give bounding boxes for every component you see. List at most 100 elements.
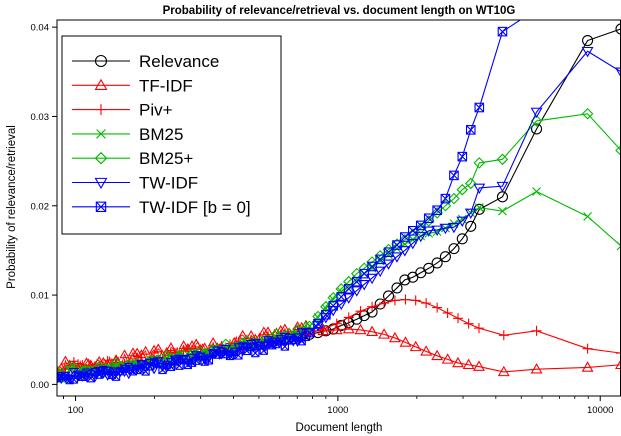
data-point <box>615 67 621 78</box>
data-point <box>382 259 395 270</box>
legend-marker <box>94 151 108 165</box>
legend-label: BM25+ <box>139 149 193 168</box>
data-point <box>452 313 463 324</box>
data-point <box>399 274 411 286</box>
data-point <box>465 220 477 232</box>
cloud-marker <box>207 349 219 359</box>
data-point <box>530 107 543 119</box>
data-point <box>473 157 486 169</box>
legend-label: Relevance <box>139 52 219 71</box>
data-point <box>615 23 621 35</box>
data-point <box>379 298 390 309</box>
cloud-marker <box>259 346 268 355</box>
data-point <box>399 233 411 246</box>
data-point <box>581 107 594 120</box>
data-point <box>351 313 363 325</box>
data-point <box>452 356 464 368</box>
legend-item: Piv+ <box>72 101 173 120</box>
data-point <box>351 276 362 287</box>
data-point <box>439 223 452 235</box>
data-point <box>531 325 542 336</box>
x-tick-label: 10000 <box>587 405 613 416</box>
legend-marker <box>94 78 108 90</box>
data-point <box>330 323 343 335</box>
data-point <box>581 46 594 58</box>
data-point <box>463 318 474 329</box>
data-point <box>335 299 348 311</box>
cloud-marker <box>191 338 202 348</box>
y-tick-label: 0.03 <box>31 112 50 123</box>
data-point <box>350 286 363 297</box>
y-tick-label: 0.02 <box>31 201 50 212</box>
data-point <box>448 222 460 234</box>
data-point <box>422 226 435 237</box>
data-point <box>406 238 419 250</box>
series-line <box>309 190 621 327</box>
data-point <box>414 231 427 243</box>
data-point <box>473 183 486 195</box>
legend-box <box>61 35 282 235</box>
data-point <box>615 144 621 157</box>
cloud-marker <box>263 339 273 348</box>
data-point <box>456 183 469 196</box>
data-point <box>342 293 355 304</box>
cloud-marker <box>183 360 192 370</box>
cloud-marker <box>276 337 285 346</box>
legend-item: TW-IDF <box>72 174 198 193</box>
cloud-marker <box>187 358 197 367</box>
data-point <box>342 322 355 334</box>
series-5 <box>303 46 621 339</box>
data-point <box>354 323 367 335</box>
data-point <box>422 215 435 227</box>
data-point <box>449 170 459 181</box>
legend-marker <box>96 129 106 139</box>
data-point <box>415 220 426 231</box>
cloud-marker <box>251 348 260 358</box>
data-point <box>374 298 386 310</box>
cloud-marker <box>132 352 142 361</box>
data-point <box>431 349 444 361</box>
data-point <box>532 5 541 14</box>
data-point <box>615 358 621 370</box>
data-point <box>318 324 329 335</box>
cloud-marker <box>272 339 281 349</box>
legend-label: TW-IDF <box>139 174 198 193</box>
legend-label: TF-IDF <box>139 76 193 95</box>
data-point <box>358 280 371 291</box>
data-point <box>303 320 316 333</box>
legend-item: TW-IDF [b = 0] <box>72 198 251 217</box>
x-tick-label: 100 <box>68 405 84 416</box>
data-point <box>407 225 418 236</box>
cloud-marker <box>120 364 129 373</box>
data-point <box>448 192 460 205</box>
y-tick-label: 0.04 <box>31 23 50 34</box>
cloud-marker <box>153 343 164 353</box>
data-point <box>382 290 395 302</box>
series-3 <box>305 187 621 331</box>
data-point <box>582 34 594 47</box>
data-point <box>398 246 411 257</box>
cloud-marker <box>196 352 205 361</box>
data-point <box>456 233 468 245</box>
legend-item: BM25+ <box>72 149 193 168</box>
data-point <box>423 262 435 274</box>
cloud-marker <box>191 351 202 361</box>
cloud-marker <box>119 349 130 359</box>
data-point <box>359 268 370 279</box>
data-point <box>399 336 412 347</box>
data-point <box>343 284 354 294</box>
legend: Relevance TF-IDF Piv+ BM25 BM25+ TW-IDF TW-IDF… <box>61 35 282 235</box>
data-point <box>532 187 541 196</box>
cloud-marker <box>255 341 264 350</box>
data-point <box>497 26 508 37</box>
data-point <box>498 206 507 216</box>
data-point <box>432 205 442 216</box>
data-point <box>473 360 485 371</box>
data-point <box>420 345 433 356</box>
y-axis-title: Probability of relevance/retrieval <box>6 125 18 289</box>
legend-marker <box>94 177 108 190</box>
series-layer <box>303 5 621 377</box>
data-point <box>409 340 422 352</box>
